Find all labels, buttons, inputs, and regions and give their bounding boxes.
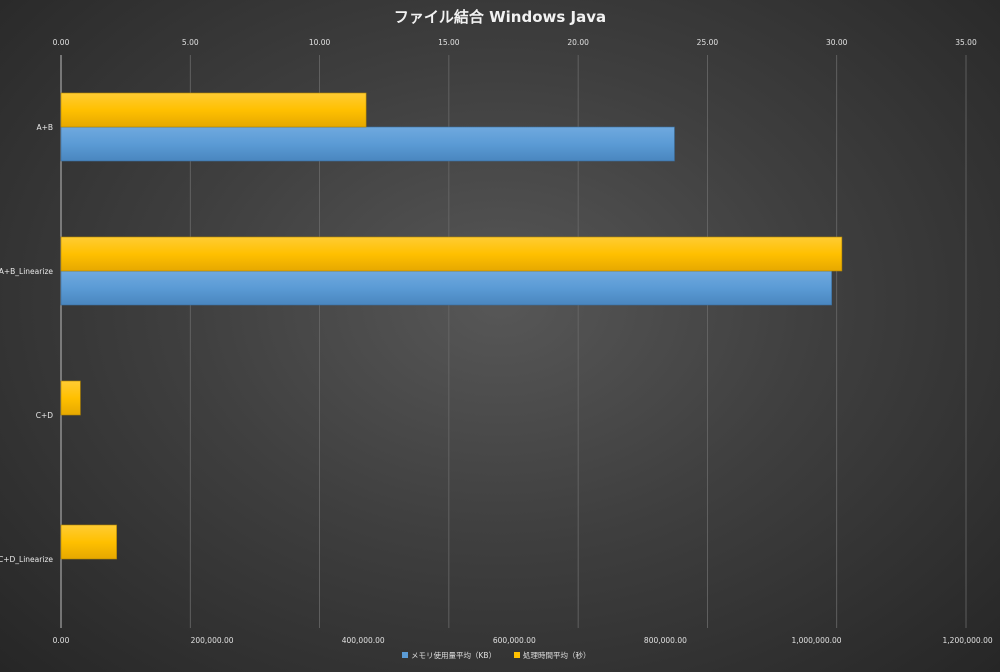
- bar-memory-usage: [60, 270, 832, 306]
- category-label: C+D: [36, 411, 54, 420]
- chart-title: ファイル結合 Windows Java: [394, 8, 606, 26]
- top-axis-tick-label: 25.00: [697, 38, 719, 47]
- top-axis-tick-label: 35.00: [955, 38, 977, 47]
- bottom-axis-tick-label: 1,200,000.00: [943, 636, 993, 645]
- axes: 0.00 5.00 10.00 15.00 20.00 25.00 30.00 35.00 0.…: [0, 38, 993, 645]
- legend-label: 処理時間平均（秒）: [523, 650, 591, 660]
- bar-processing-time: [60, 92, 367, 128]
- bar-processing-time: [60, 380, 81, 416]
- top-axis-tick-label: 30.00: [826, 38, 848, 47]
- bottom-axis-tick-label: 1,000,000.00: [791, 636, 841, 645]
- top-axis-tick-label: 0.00: [53, 38, 70, 47]
- bottom-axis-tick-label: 600,000.00: [493, 636, 536, 645]
- category-label: A+B: [36, 123, 53, 132]
- legend-label: メモリ使用量平均（KB）: [411, 650, 496, 660]
- legend: メモリ使用量平均（KB） 処理時間平均（秒）: [402, 650, 591, 660]
- legend-swatch: [402, 652, 408, 658]
- top-axis-tick-label: 10.00: [309, 38, 331, 47]
- bars: [60, 92, 843, 560]
- bottom-axis-tick-label: 0.00: [53, 636, 70, 645]
- bottom-axis-tick-label: 400,000.00: [342, 636, 385, 645]
- bar-processing-time: [60, 236, 843, 272]
- category-label: C+D_Linearize: [0, 555, 53, 564]
- category-label: A+B_Linearize: [0, 267, 53, 276]
- top-axis-tick-label: 15.00: [438, 38, 460, 47]
- bottom-axis-tick-label: 800,000.00: [644, 636, 687, 645]
- top-axis-tick-label: 20.00: [567, 38, 589, 47]
- bottom-axis-tick-label: 200,000.00: [191, 636, 234, 645]
- legend-swatch: [514, 652, 520, 658]
- bar-memory-usage: [60, 126, 675, 162]
- bar-processing-time: [60, 524, 117, 560]
- top-axis-tick-label: 5.00: [182, 38, 199, 47]
